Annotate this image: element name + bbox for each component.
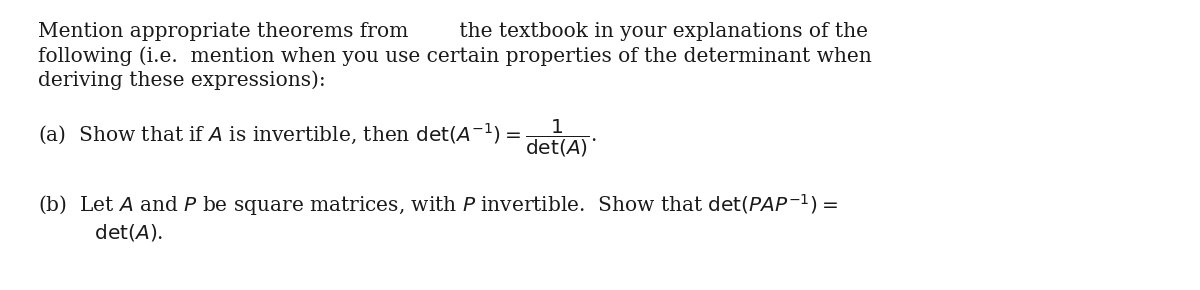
Text: (a)  Show that if $A$ is invertible, then $\mathrm{det}(A^{-1}) = \dfrac{1}{\mat: (a) Show that if $A$ is invertible, then… [38, 118, 596, 159]
Text: (b)  Let $A$ and $P$ be square matrices, with $P$ invertible.  Show that $\mathr: (b) Let $A$ and $P$ be square matrices, … [38, 192, 838, 218]
Text: following (i.e.  mention when you use certain properties of the determinant when: following (i.e. mention when you use cer… [38, 46, 871, 66]
Text: Mention appropriate theorems from        the textbook in your explanations of th: Mention appropriate theorems from the te… [38, 22, 868, 41]
Text: $\mathrm{det}(A)$.: $\mathrm{det}(A)$. [56, 222, 163, 243]
Text: deriving these expressions):: deriving these expressions): [38, 70, 325, 90]
